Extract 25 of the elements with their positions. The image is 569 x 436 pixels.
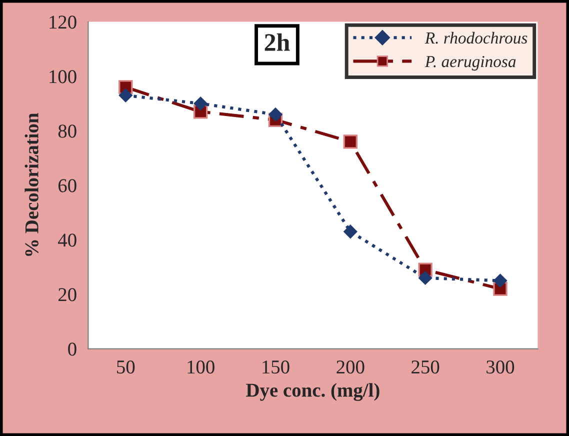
y-tick-label: 40 [58, 234, 76, 247]
point [494, 274, 507, 288]
x-axis-title: Dye conc. (mg/l) [246, 383, 380, 401]
point [118, 88, 132, 102]
y-tick-label: 20 [58, 288, 76, 302]
x-tick-label: 300 [486, 360, 514, 374]
x-tick-label: 100 [188, 360, 214, 374]
x-tick-label: 150 [262, 360, 290, 374]
legend-label: R. rhodochrous [424, 32, 528, 44]
x-tick-label: 50 [117, 360, 135, 374]
point [343, 134, 358, 149]
y-axis-title: % Decolorization [24, 112, 38, 256]
point [268, 108, 282, 122]
y-tick-label: 60 [58, 179, 76, 192]
y-tick-label: 100 [50, 70, 76, 84]
y-tick-label: 0 [68, 342, 76, 356]
x-tick-label: 200 [336, 360, 364, 374]
point [194, 96, 208, 110]
y-tick-label: 120 [50, 16, 76, 29]
annotation: 2h [264, 33, 290, 51]
x-tick-label: 250 [412, 360, 440, 374]
point [418, 271, 432, 285]
point [344, 224, 358, 238]
legend-label: P. aeruginosa [424, 56, 516, 71]
y-tick-label: 80 [58, 124, 76, 138]
